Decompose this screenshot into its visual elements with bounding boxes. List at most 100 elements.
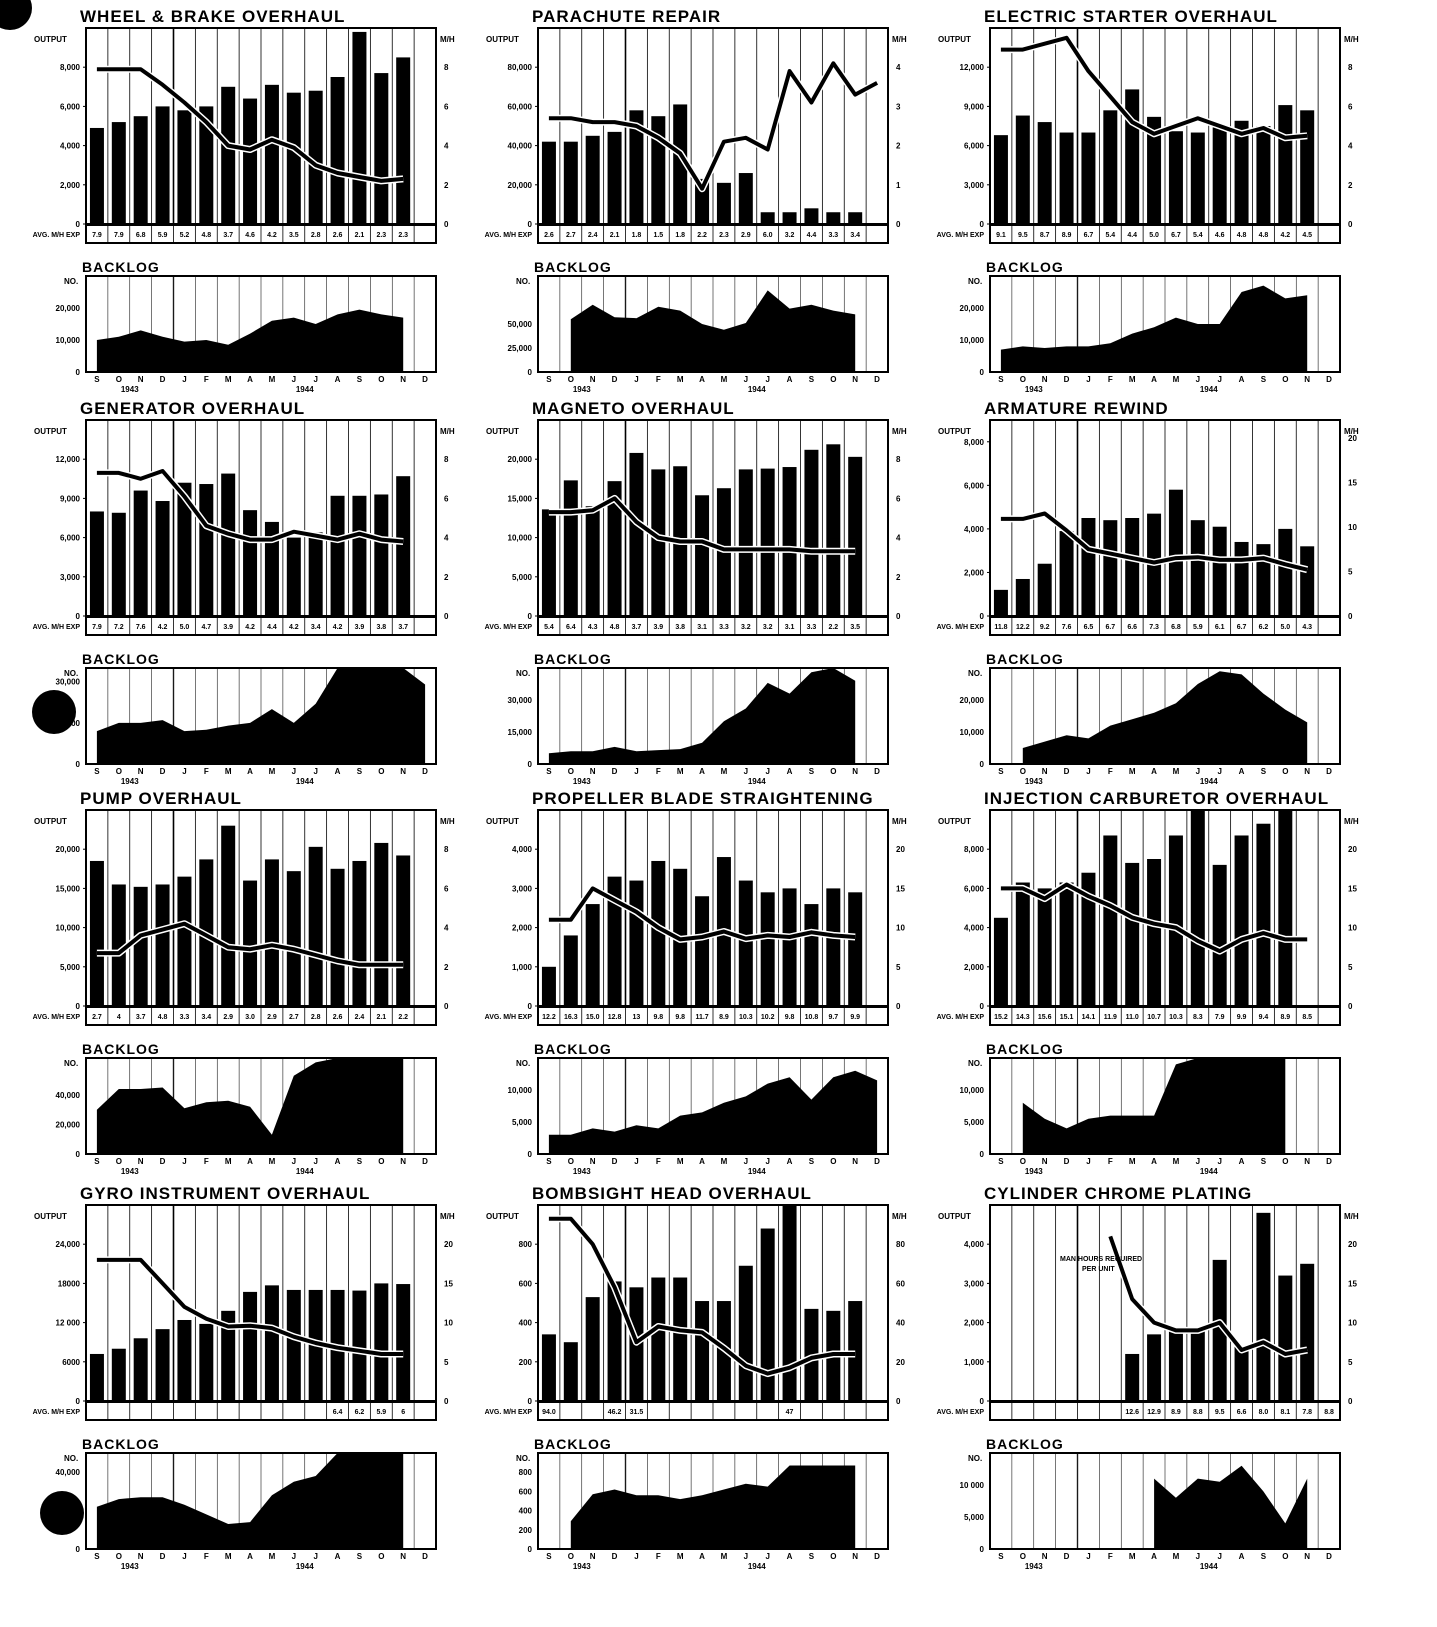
avg-mh-value: 3.9 (355, 624, 365, 631)
backlog-title: BACKLOG (986, 651, 1064, 667)
mh-line (1000, 511, 1308, 572)
month-label: O (378, 375, 384, 384)
avg-mh-value: 2.6 (333, 1014, 343, 1021)
output-bar (264, 84, 279, 224)
mh-tick-label: 0 (896, 1397, 901, 1406)
output-tick-label: 9,000 (60, 494, 81, 503)
month-label: A (335, 1552, 341, 1561)
output-bar (1300, 546, 1315, 616)
avg-mh-label: AVG. M/H EXP (937, 624, 985, 631)
avg-mh-value: 10.3 (739, 1014, 753, 1021)
avg-mh-label: AVG. M/H EXP (33, 232, 81, 239)
month-label: M (269, 375, 276, 384)
month-label: M (677, 1157, 684, 1166)
backlog-title: BACKLOG (986, 259, 1064, 275)
mh-tick-label: 0 (1348, 1002, 1353, 1011)
month-label: S (94, 1552, 100, 1561)
month-label: J (1217, 767, 1221, 776)
output-bar (585, 506, 600, 616)
mh-tick-label: 20 (896, 1358, 905, 1367)
mh-axis-label: M/H (1344, 817, 1359, 826)
chart-panel-6: ARMATURE REWIND OUTPUT M/H 0 2,000 4,000 6,000… (937, 399, 1359, 786)
month-label: N (1304, 1157, 1310, 1166)
month-label: N (138, 1552, 144, 1561)
backlog-no-label: NO. (968, 669, 982, 678)
output-bar (1147, 1334, 1162, 1401)
backlog-tick-label: 20,000 (56, 304, 81, 313)
month-label: A (787, 375, 793, 384)
output-bar (738, 1265, 753, 1401)
output-bar (1147, 116, 1162, 224)
chart-panel-12: CYLINDER CHROME PLATING OUTPUT M/H 0 1,000 2,… (937, 1184, 1359, 1571)
month-label: J (1086, 1552, 1090, 1561)
avg-mh-value: 11.9 (1104, 1014, 1117, 1021)
avg-mh-value: 1.5 (653, 232, 663, 239)
month-label: M (1129, 1157, 1136, 1166)
output-axis-label: OUTPUT (486, 427, 519, 436)
avg-mh-value: 2.4 (355, 1014, 365, 1021)
mh-tick-label: 0 (444, 1397, 449, 1406)
output-bar (221, 1310, 236, 1401)
output-tick-label: 5,000 (512, 573, 533, 582)
month-label: D (1326, 375, 1332, 384)
output-bar (1059, 882, 1074, 1006)
chart-title: ARMATURE REWIND (984, 399, 1169, 418)
backlog-tick-label: 50,000 (508, 320, 533, 329)
mh-tick-label: 5 (896, 963, 901, 972)
month-label: A (247, 1157, 253, 1166)
mh-tick-label: 4 (444, 142, 449, 151)
output-bar (374, 842, 389, 1006)
month-label: A (1151, 1157, 1157, 1166)
output-bar (177, 482, 192, 616)
output-bar (760, 1228, 775, 1401)
output-axis-label: OUTPUT (34, 427, 67, 436)
output-bar (563, 1342, 578, 1401)
output-bar (133, 1338, 148, 1401)
mh-tick-label: 80 (896, 1240, 905, 1249)
avg-mh-value: 3.0 (245, 1014, 255, 1021)
month-label: J (182, 1552, 186, 1561)
output-bar (1212, 526, 1227, 616)
month-label: J (1086, 375, 1090, 384)
avg-mh-value: 2.8 (311, 232, 321, 239)
output-bar (264, 521, 279, 616)
month-label: S (94, 767, 100, 776)
avg-mh-value: 2.4 (588, 232, 598, 239)
chart-title: WHEEL & BRAKE OVERHAUL (80, 7, 345, 26)
output-tick-label: 10,000 (56, 924, 81, 933)
mh-tick-label: 20 (1348, 845, 1357, 854)
output-bar (330, 868, 345, 1006)
avg-mh-value: 8.9 (719, 1014, 729, 1021)
avg-mh-value: 3.1 (697, 624, 707, 631)
avg-mh-value: 9.4 (1259, 1014, 1269, 1021)
avg-mh-label: AVG. M/H EXP (33, 1409, 81, 1416)
output-bar (782, 212, 797, 224)
output-tick-label: 8,000 (964, 438, 985, 447)
month-label: D (1326, 1157, 1332, 1166)
output-tick-label: 20,000 (508, 455, 533, 464)
month-label: O (568, 1157, 574, 1166)
month-label: J (765, 1552, 769, 1561)
month-label: M (1173, 1157, 1180, 1166)
mh-tick-label: 4 (1348, 142, 1353, 151)
output-bar (695, 896, 710, 1006)
month-label: N (400, 767, 406, 776)
year-1944-label: 1944 (296, 777, 314, 786)
avg-mh-value: 4.2 (158, 624, 168, 631)
avg-mh-value: 8.9 (1280, 1014, 1290, 1021)
output-tick-label: 6,000 (60, 534, 81, 543)
output-bar (264, 859, 279, 1006)
output-tick-label: 2,000 (60, 181, 81, 190)
mh-line (548, 886, 856, 942)
month-label: O (378, 1552, 384, 1561)
year-1944-label: 1944 (296, 385, 314, 394)
month-label: N (138, 1157, 144, 1166)
avg-mh-value: 12.2 (542, 1014, 556, 1021)
month-label: J (765, 375, 769, 384)
avg-mh-value: 5.9 (376, 1409, 386, 1416)
backlog-tick-label: 0 (528, 760, 533, 769)
year-1944-label: 1944 (748, 777, 766, 786)
avg-mh-value: 2.3 (719, 232, 729, 239)
output-tick-label: 4,000 (512, 845, 533, 854)
chart-panel-2: PARACHUTE REPAIR OUTPUT M/H 0 20,000 40,000 60… (485, 7, 907, 394)
